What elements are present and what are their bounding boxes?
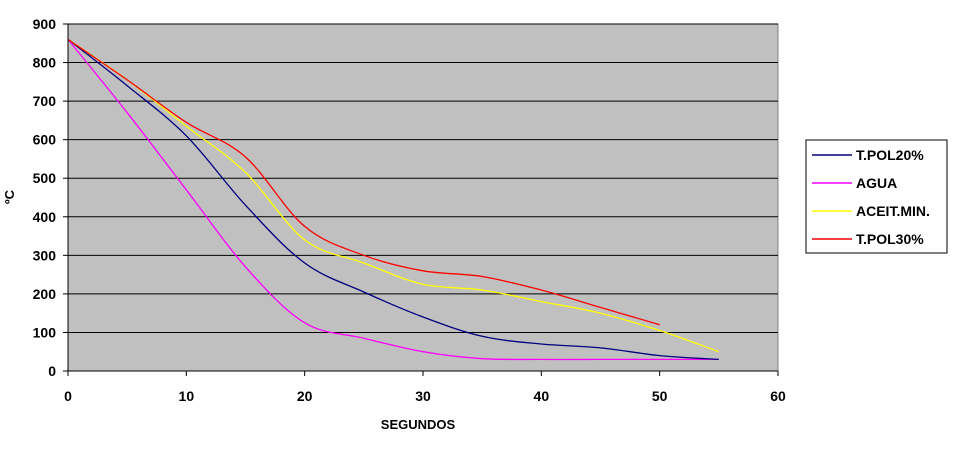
x-tick-label: 10	[179, 388, 195, 404]
x-tick-label: 0	[64, 388, 72, 404]
series-lines	[67, 38, 720, 361]
y-tick-labels: 0 100 200 300 400 500 600 700 800 900	[33, 16, 68, 379]
legend-label: T.POL20%	[856, 147, 924, 163]
y-tick-label: 100	[33, 324, 57, 340]
y-tick-label: 300	[33, 247, 57, 263]
x-tick-label: 20	[297, 388, 313, 404]
y-tick-label: 600	[33, 132, 57, 148]
legend-label: AGUA	[856, 175, 897, 191]
plot-area	[67, 23, 779, 372]
x-axis-title: SEGUNDOS	[381, 417, 456, 432]
y-tick-label: 0	[48, 363, 56, 379]
y-tick-label: 500	[33, 170, 57, 186]
y-axis-title: ºC	[2, 189, 17, 204]
y-tick-label: 900	[33, 16, 57, 32]
series-line-2	[67, 38, 720, 353]
x-tick-label: 30	[415, 388, 431, 404]
series-line-3	[67, 38, 660, 326]
y-tick-label: 400	[33, 209, 57, 225]
legend-label: ACEIT.MIN.	[856, 203, 930, 219]
gridlines	[68, 23, 778, 333]
y-tick-label: 800	[33, 55, 57, 71]
x-tick-labels: 0 10 20 30 40 50 60	[64, 371, 786, 404]
legend-box	[805, 139, 948, 254]
legend-label: T.POL30%	[856, 231, 924, 247]
series-line-1	[67, 38, 719, 361]
x-tick-label: 60	[770, 388, 786, 404]
legend: T.POL20% AGUA ACEIT.MIN. T.POL30%	[805, 139, 948, 254]
x-tick-label: 50	[652, 388, 668, 404]
series-line-0	[67, 38, 719, 361]
x-tick-label: 40	[534, 388, 550, 404]
y-tick-label: 700	[33, 93, 57, 109]
y-tick-label: 200	[33, 286, 57, 302]
